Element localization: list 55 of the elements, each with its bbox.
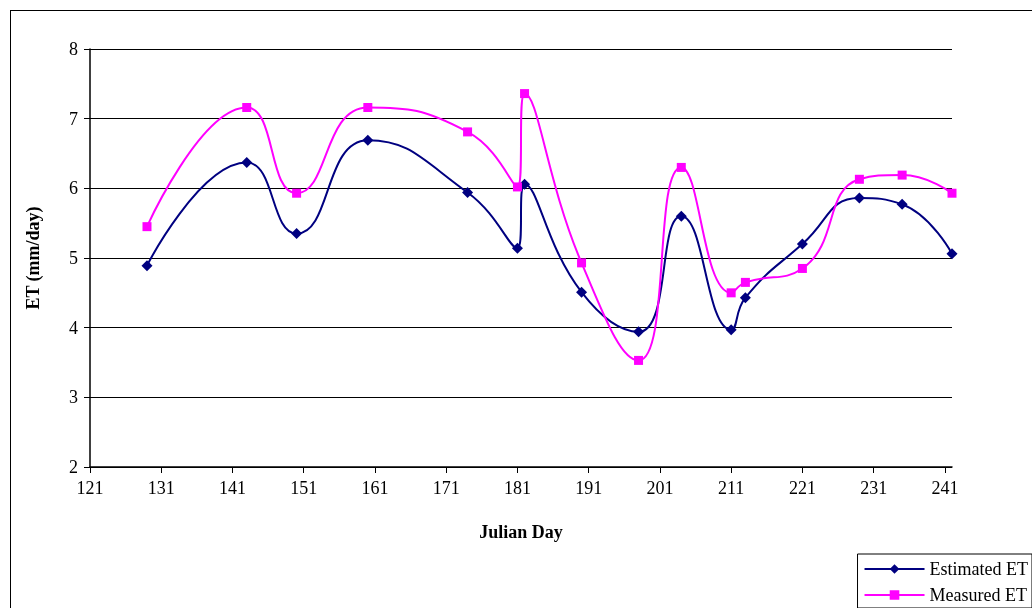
point (292, 188, 302, 198)
x-tick-label: 141 (218, 478, 246, 498)
x-tick-label: 211 (717, 478, 745, 498)
x-tick-label: 221 (788, 478, 816, 498)
point (512, 182, 522, 192)
point (797, 263, 807, 273)
x-tick-label: 131 (147, 478, 175, 498)
point (854, 174, 864, 184)
point (726, 288, 736, 298)
point (739, 292, 751, 304)
point (633, 326, 645, 338)
x-tick-label: 171 (432, 478, 460, 498)
point (740, 277, 750, 287)
x-tick-label: 181 (503, 478, 531, 498)
point (853, 192, 865, 204)
point (946, 248, 958, 260)
x-axis-title: Julian Day (479, 522, 563, 542)
point (520, 89, 530, 99)
y-tick-label: 7 (69, 108, 78, 129)
point (577, 258, 587, 268)
point (142, 222, 152, 232)
point (676, 162, 686, 172)
x-tick-label: 191 (575, 478, 603, 498)
point (363, 103, 373, 113)
x-tick-label: 241 (931, 478, 959, 498)
point (576, 286, 588, 298)
point (463, 127, 473, 137)
point (291, 228, 303, 240)
x-tick-label: 151 (290, 478, 318, 498)
point (725, 324, 737, 336)
y-tick-label: 2 (69, 457, 78, 477)
point (242, 103, 252, 113)
point (947, 188, 957, 198)
x-tick-label: 231 (860, 478, 888, 498)
x-tick-label: 161 (361, 478, 389, 498)
y-axis-title: ET (mm/day) (23, 206, 44, 310)
point (675, 210, 687, 222)
point (796, 238, 808, 250)
point (241, 157, 253, 169)
legend-label: Measured ET (929, 585, 1027, 605)
y-tick-label: 8 (69, 39, 78, 59)
point (511, 242, 523, 254)
x-tick-label: 201 (646, 478, 674, 498)
y-tick-label: 6 (69, 178, 78, 199)
point (362, 134, 374, 146)
point (141, 260, 153, 272)
y-tick-label: 4 (69, 317, 78, 338)
point (897, 170, 907, 180)
point (462, 187, 474, 199)
point (896, 198, 908, 210)
y-tick-label: 5 (69, 248, 78, 268)
y-tick-label: 3 (69, 387, 78, 408)
point (634, 355, 644, 365)
legend-label: Estimated ET (929, 559, 1029, 579)
x-tick-label: 121 (76, 478, 104, 498)
